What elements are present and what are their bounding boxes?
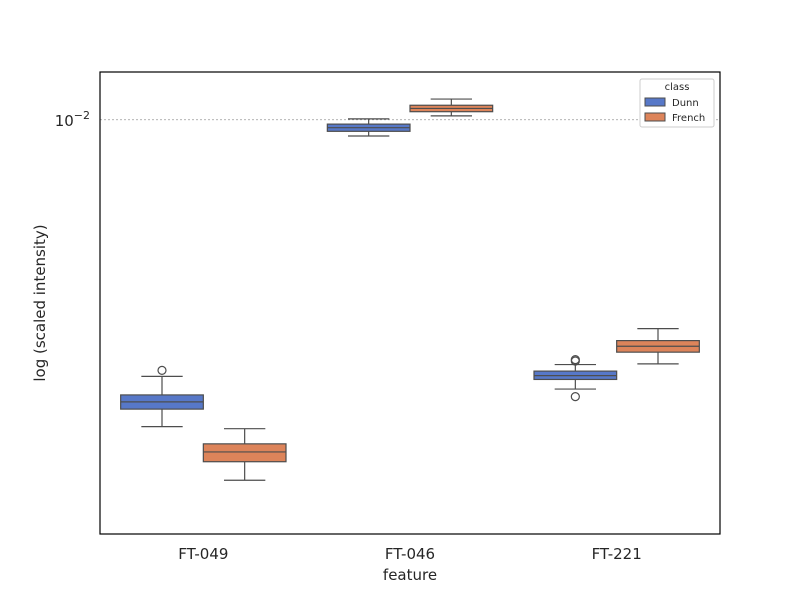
legend-label-french: French (672, 113, 705, 124)
x-tick-label-ft-046: FT-046 (385, 545, 435, 563)
legend: class Dunn French (639, 78, 715, 128)
legend-label-dunn: Dunn (672, 98, 699, 109)
plot-area (100, 98, 720, 481)
x-tick-label-ft-049: FT-049 (178, 545, 228, 563)
y-tick-label: 10−2 (55, 109, 90, 130)
box-ft-221-dunn-outlier-1 (570, 355, 580, 365)
y-axis-label: log (scaled intensity) (31, 224, 49, 381)
legend-swatch-dunn (644, 97, 666, 107)
legend-title: class (665, 82, 690, 93)
x-tick-label-ft-221: FT-221 (592, 545, 642, 563)
box-ft-049-french-box (202, 443, 287, 463)
y-tick-labels: 10−2 (55, 109, 90, 130)
box-ft-221-dunn-outlier-2 (570, 392, 580, 402)
plot-frame (99, 71, 721, 535)
box-ft-049-dunn-outlier-0 (157, 365, 167, 375)
x-axis-label: feature (383, 566, 437, 584)
legend-swatch-french (644, 112, 666, 122)
x-tick-labels: FT-049 FT-046 FT-221 (178, 545, 642, 563)
